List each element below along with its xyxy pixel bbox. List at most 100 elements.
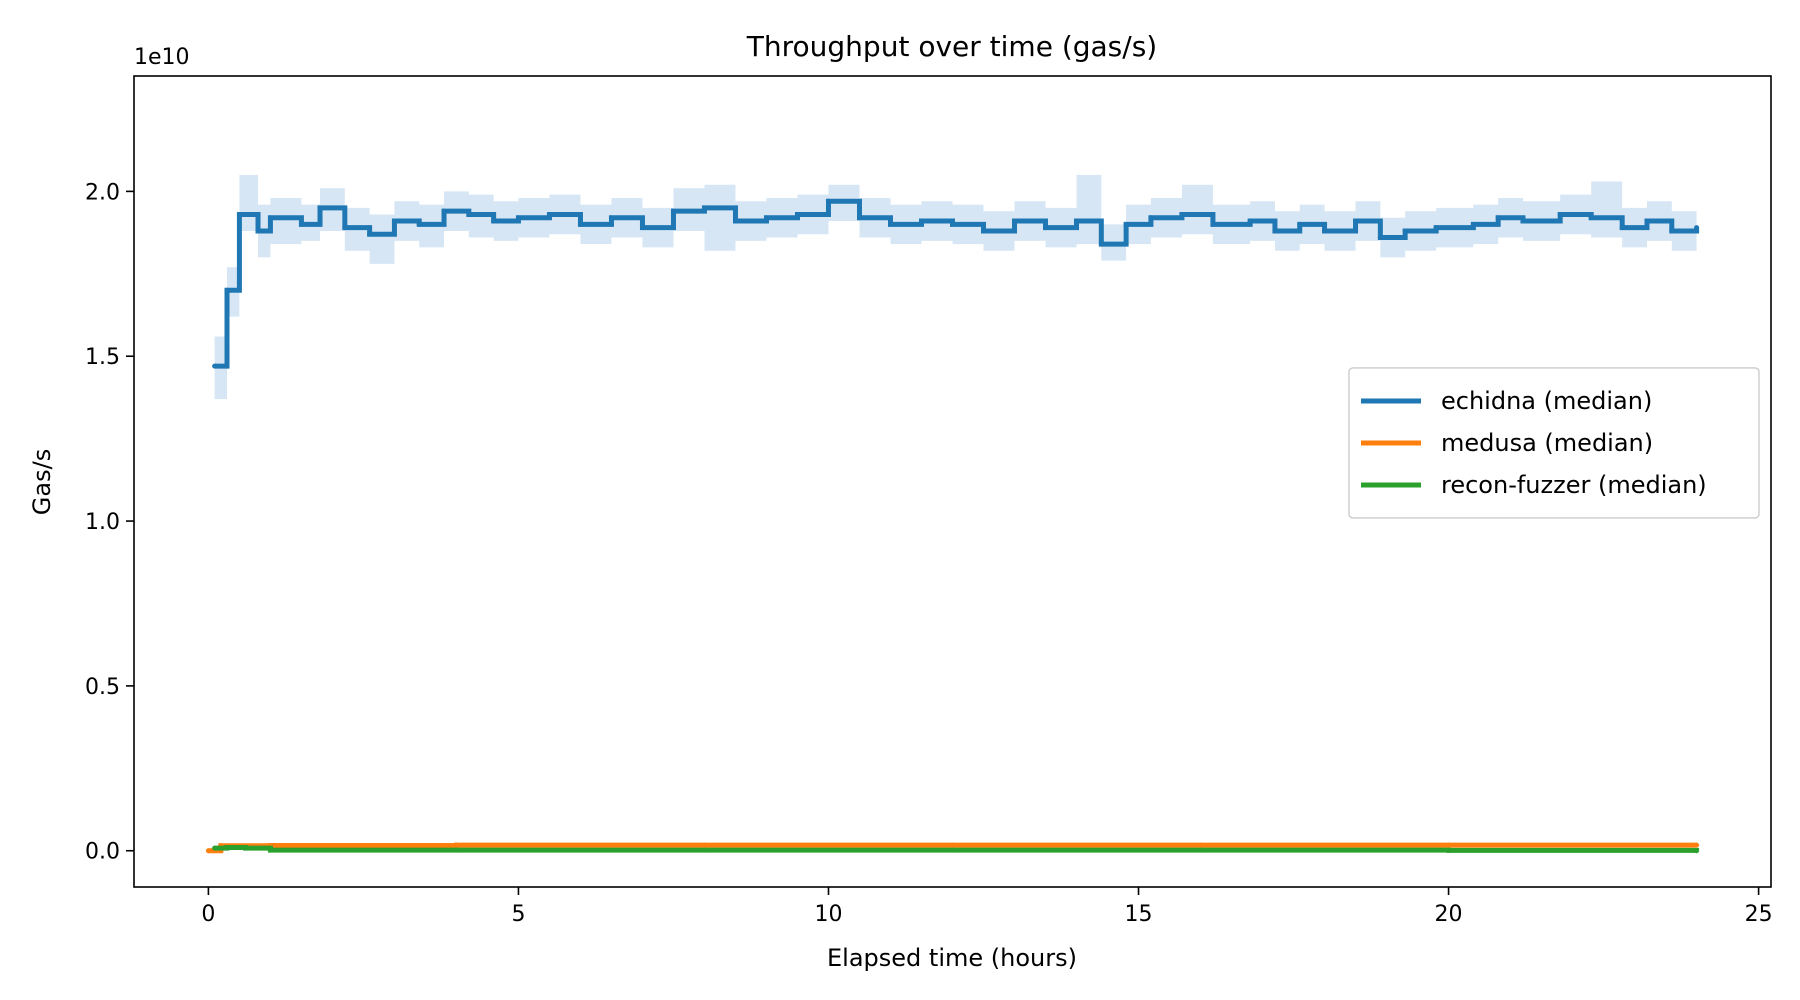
series-point-1-3 (453, 842, 459, 848)
series-point-2-6 (950, 847, 955, 853)
legend: echidna (median) medusa (median) recon-fuz… (1348, 367, 1760, 519)
series-point-0-18 (639, 225, 645, 231)
series-point-0-22 (763, 215, 769, 221)
series-point-0-19 (670, 208, 676, 214)
y-tick-label-2: 1.0 (85, 510, 120, 535)
series-point-0-11 (441, 208, 447, 214)
series-point-0-37 (1210, 221, 1216, 227)
series-point-0-45 (1433, 225, 1439, 231)
series-point-0-30 (1012, 218, 1018, 224)
plot-area (205, 112, 1700, 854)
series-point-0-36 (1179, 211, 1185, 217)
series-point-1-8 (1694, 842, 1700, 848)
series-point-0-34 (1123, 221, 1129, 227)
series-point-1-0 (205, 848, 211, 854)
x-axis: 0 5 10 15 20 25 (201, 887, 1773, 927)
series-point-0-43 (1377, 235, 1383, 241)
series-point-2-2 (243, 845, 249, 851)
series-point-0-54 (1694, 225, 1700, 231)
series-point-1-7 (1446, 842, 1452, 848)
series-point-0-13 (491, 218, 497, 224)
series-point-0-15 (546, 211, 552, 217)
series-point-2-0 (212, 845, 218, 851)
series-point-0-46 (1470, 221, 1476, 227)
x-tick-label-5: 25 (1745, 902, 1773, 927)
series-point-0-31 (1043, 225, 1049, 231)
series-point-0-32 (1074, 218, 1080, 224)
legend-label-2: recon-fuzzer (median) (1441, 471, 1707, 499)
x-tick-label-3: 15 (1125, 902, 1153, 927)
series-point-0-26 (887, 221, 893, 227)
x-axis-label: Elapsed time (hours) (827, 944, 1077, 972)
series-point-0-51 (1619, 225, 1625, 231)
series-point-0-7 (342, 225, 348, 231)
series-point-0-9 (391, 218, 397, 224)
series-point-0-38 (1247, 218, 1253, 224)
series-point-0-24 (825, 198, 831, 204)
series-point-2-9 (1694, 848, 1700, 854)
legend-item-0: echidna (median) (1361, 387, 1652, 415)
series-point-0-39 (1272, 228, 1278, 234)
series-point-0-27 (919, 218, 924, 224)
series-point-0-0 (212, 363, 218, 369)
series-point-2-5 (701, 847, 707, 853)
series-point-1-4 (701, 842, 707, 848)
series-point-0-50 (1588, 215, 1594, 221)
series-point-0-2 (236, 211, 242, 217)
series-point-2-1 (224, 844, 230, 850)
series-0 (212, 198, 1700, 369)
series-point-0-23 (794, 211, 800, 217)
y-axis: 0.0 0.5 1.0 1.5 2.0 (85, 180, 134, 865)
y-tick-label-4: 2.0 (85, 180, 120, 205)
series-point-0-21 (732, 218, 738, 224)
series-point-0-48 (1520, 218, 1526, 224)
series-point-0-35 (1148, 215, 1154, 221)
series-point-0-53 (1669, 228, 1675, 234)
series-point-0-40 (1297, 221, 1303, 227)
series-point-0-20 (701, 205, 707, 211)
legend-item-1: medusa (median) (1361, 429, 1653, 457)
series-point-0-12 (466, 211, 472, 217)
series-point-0-33 (1098, 241, 1104, 247)
series-point-2-7 (1198, 847, 1204, 853)
series-point-0-42 (1353, 218, 1359, 224)
series-point-0-4 (267, 215, 273, 221)
series-point-2-3 (267, 847, 273, 853)
series-point-0-25 (856, 215, 862, 221)
y-offset-label: 1e10 (134, 45, 190, 70)
legend-item-2: recon-fuzzer (median) (1361, 471, 1707, 499)
axes-frame (133, 75, 1772, 888)
legend-label-0: echidna (median) (1441, 387, 1652, 415)
y-tick-label-3: 1.5 (85, 345, 120, 370)
series-point-0-8 (367, 231, 373, 237)
legend-label-1: medusa (median) (1441, 429, 1653, 457)
series-point-0-3 (255, 228, 261, 234)
series-point-0-29 (981, 228, 986, 234)
series-point-0-47 (1495, 215, 1501, 221)
series-point-0-44 (1402, 228, 1408, 234)
x-tick-label-0: 0 (201, 902, 215, 927)
series-point-0-52 (1644, 218, 1650, 224)
x-tick-label-2: 10 (814, 902, 842, 927)
series-point-2-8 (1446, 847, 1452, 853)
chart-title: Throughput over time (gas/s) (746, 30, 1157, 63)
y-tick-label-1: 0.5 (85, 675, 120, 700)
series-point-1-6 (1198, 842, 1204, 848)
series-point-0-17 (608, 215, 614, 221)
series-point-0-6 (317, 205, 323, 211)
series-point-2-4 (453, 847, 459, 853)
x-tick-label-4: 20 (1435, 902, 1463, 927)
series-point-0-49 (1557, 211, 1563, 217)
y-axis-label: Gas/s (28, 449, 56, 515)
series-2 (212, 844, 1700, 854)
series-point-1-5 (950, 842, 955, 848)
series-point-0-16 (577, 221, 583, 227)
x-tick-label-1: 5 (511, 902, 525, 927)
series-point-0-41 (1322, 228, 1328, 234)
series-point-0-28 (950, 221, 955, 227)
y-tick-label-0: 0.0 (85, 840, 120, 865)
series-point-0-14 (515, 215, 521, 221)
series-line-2 (214, 844, 1700, 853)
series-point-0-1 (224, 287, 230, 293)
